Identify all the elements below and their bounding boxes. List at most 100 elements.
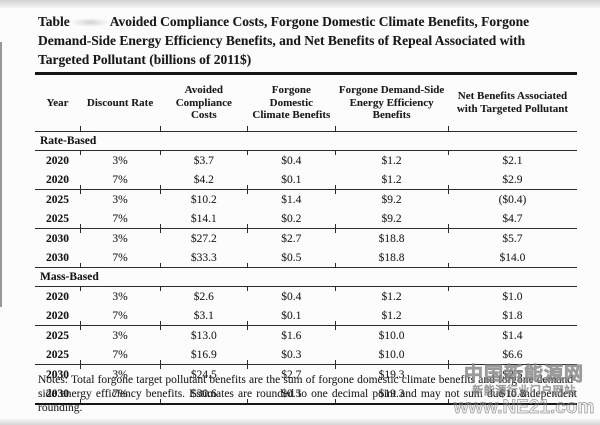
cell: $2.7: [247, 364, 336, 384]
cell: 2020: [45, 290, 69, 303]
data-table: Year Discount Rate Avoided Compliance Co…: [35, 72, 577, 405]
cell: $4.7: [447, 209, 577, 229]
cell: $16.9: [160, 345, 248, 365]
cell: 3%: [79, 364, 161, 384]
cell: $9.2: [335, 189, 448, 209]
cell: $6.6: [447, 345, 577, 365]
table-row: 2030 7% $33.3 $0.5 $18.8 $14.0: [35, 248, 577, 268]
table-row: 2020 7% $3.1 $0.1 $1.2 $1.8: [35, 306, 577, 326]
cell: $10.0: [335, 325, 448, 345]
cell: $14.1: [160, 209, 248, 229]
cell: ($0.4): [447, 189, 577, 209]
cell: 7%: [79, 170, 161, 190]
cell: $3.1: [160, 306, 248, 326]
section-row: Rate-Based: [35, 131, 577, 151]
column-header-efficiency-benefits: Forgone Demand-Side Energy Efficiency Be…: [335, 73, 448, 132]
cell: 3%: [79, 189, 161, 209]
cell: $1.2: [335, 150, 448, 170]
cell: $9.2: [335, 209, 448, 229]
cell: $1.2: [335, 306, 448, 326]
cell: $1.4: [447, 325, 577, 345]
table-row: 2030 3% $27.2 $2.7 $18.8 $5.7: [35, 228, 577, 248]
cell: 2020: [45, 173, 69, 186]
column-header-net-benefits: Net Benefits Associated with Targeted Po…: [447, 73, 577, 132]
scan-bottom-edge: [0, 419, 600, 425]
column-header-year: Year: [35, 73, 80, 132]
table-row: 2030 7% $30.6 $0.5 $19.3 $10.8: [35, 384, 577, 404]
cell: $33.3: [160, 248, 248, 268]
cell: $18.8: [335, 248, 448, 268]
cell: $19.3: [335, 384, 448, 404]
table-row: 2020 3% $3.7 $0.4 $1.2 $2.1: [35, 150, 577, 170]
scan-top-edge: [0, 0, 600, 8]
cell: $1.6: [247, 325, 336, 345]
redacted-table-number: [69, 18, 110, 28]
header-row: Year Discount Rate Avoided Compliance Co…: [35, 73, 577, 132]
cell: 7%: [79, 209, 161, 229]
section-row: Mass-Based: [35, 267, 577, 287]
cell: $19.3: [335, 364, 448, 384]
table-title-label: Table: [38, 14, 70, 29]
cell: $0.1: [247, 170, 336, 190]
cell: $13.0: [160, 325, 248, 345]
cell: $3.7: [160, 150, 248, 170]
section-label: Mass-Based: [35, 267, 577, 287]
cell: 7%: [79, 345, 161, 365]
cell: 2025: [45, 212, 69, 225]
cell: 2020: [45, 154, 69, 167]
cell: $30.6: [160, 384, 248, 404]
scan-left-edge: [0, 42, 2, 307]
cell: $0.5: [247, 384, 336, 404]
table-row: 2025 7% $16.9 $0.3 $10.0 $6.6: [35, 345, 577, 365]
table-body: Rate-Based 2020 3% $3.7 $0.4 $1.2 $2.1 2020 7% $4…: [35, 131, 577, 404]
cell: $0.5: [247, 248, 336, 268]
cell: $0.3: [247, 345, 336, 365]
cell: 3%: [79, 150, 161, 170]
cell: 3%: [79, 325, 161, 345]
column-header-climate-benefits: Forgone Domestic Climate Benefits: [247, 73, 336, 132]
cell: 2025: [35, 189, 80, 209]
section-label: Rate-Based: [35, 131, 577, 151]
cell: $2.7: [247, 228, 336, 248]
cell: $1.2: [335, 286, 448, 306]
cell: $10.0: [335, 345, 448, 365]
cell: $24.5: [160, 364, 248, 384]
column-header-discount-rate: Discount Rate: [79, 73, 161, 132]
cell: 7%: [79, 306, 161, 326]
table-title: Table Avoided Compliance Costs, Forgone D…: [38, 12, 575, 69]
table-row: 2030 3% $24.5 $2.7 $19.3 $2.5: [35, 364, 577, 384]
table-row: 2020 3% $2.6 $0.4 $1.2 $1.0: [35, 286, 577, 306]
table-title-caption: Avoided Compliance Costs, Forgone Domest…: [38, 14, 530, 67]
cell: $18.8: [335, 228, 448, 248]
cell: $10.8: [447, 384, 577, 404]
cell: 2030: [35, 364, 80, 384]
cell: $1.0: [447, 286, 577, 306]
cell: $10.2: [160, 189, 248, 209]
table-notes: Notes: Total forgone target pollutant be…: [38, 374, 577, 414]
cell: $0.4: [247, 286, 336, 306]
cell: 2025: [35, 325, 80, 345]
cell: $2.5: [447, 364, 577, 384]
cell: $1.2: [335, 170, 448, 190]
table-row: 2025 7% $14.1 $0.2 $9.2 $4.7: [35, 209, 577, 229]
cell: $27.2: [160, 228, 248, 248]
cell: 7%: [79, 248, 161, 268]
table-header: Year Discount Rate Avoided Compliance Co…: [35, 73, 577, 132]
cell: 2025: [45, 348, 69, 361]
cell: $0.1: [247, 306, 336, 326]
cell: 2020: [45, 309, 69, 322]
cell: $14.0: [447, 248, 577, 268]
cell: $4.2: [160, 170, 248, 190]
table-row: 2025 3% $10.2 $1.4 $9.2 ($0.4): [35, 189, 577, 209]
cell: $1.4: [247, 189, 336, 209]
cell: 2030: [35, 228, 80, 248]
cell: $5.7: [447, 228, 577, 248]
cell: $0.4: [247, 150, 336, 170]
cell: $2.1: [447, 150, 577, 170]
cell: $0.2: [247, 209, 336, 229]
cell: $1.8: [447, 306, 577, 326]
column-header-avoided-costs: Avoided Compliance Costs: [160, 73, 248, 132]
cell: 3%: [79, 228, 161, 248]
table-row: 2025 3% $13.0 $1.6 $10.0 $1.4: [35, 325, 577, 345]
